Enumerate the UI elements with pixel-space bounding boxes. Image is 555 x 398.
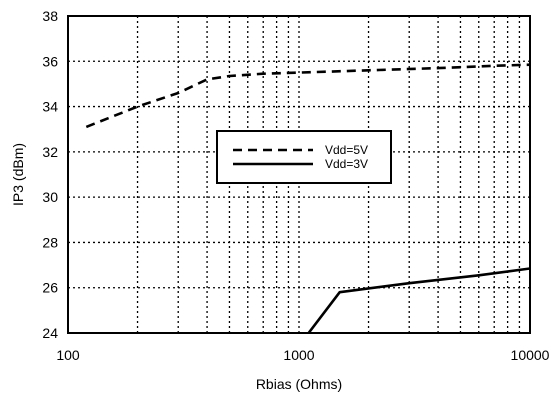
y-tick-label: 36 bbox=[42, 53, 58, 69]
legend-box bbox=[216, 130, 392, 184]
legend-label: Vdd=3V bbox=[325, 157, 368, 171]
y-tick-label: 28 bbox=[42, 234, 58, 250]
y-tick-label: 38 bbox=[42, 8, 58, 24]
x-tick-label: 1000 bbox=[283, 347, 314, 363]
y-tick-label: 34 bbox=[42, 99, 58, 115]
y-tick-label: 24 bbox=[42, 325, 58, 341]
series-line-vdd-5v bbox=[85, 63, 530, 129]
x-axis-title: Rbias (Ohms) bbox=[256, 376, 342, 392]
y-tick-label: 30 bbox=[42, 189, 58, 205]
grid bbox=[68, 16, 530, 333]
x-tick-label: 100 bbox=[56, 347, 80, 363]
y-tick-label: 26 bbox=[42, 280, 58, 296]
series-layer bbox=[85, 63, 530, 333]
plot-frame bbox=[67, 15, 531, 334]
axes: 24 26 28 30 32 34 36 38 100 1000 10000 Rbias (Ohms)… bbox=[10, 8, 550, 392]
series-line-vdd-3v bbox=[307, 267, 530, 333]
y-axis-title: IP3 (dBm) bbox=[10, 143, 26, 206]
legend-label: Vdd=5V bbox=[325, 143, 368, 157]
y-tick-label: 32 bbox=[42, 144, 58, 160]
x-tick-label: 10000 bbox=[511, 347, 550, 363]
